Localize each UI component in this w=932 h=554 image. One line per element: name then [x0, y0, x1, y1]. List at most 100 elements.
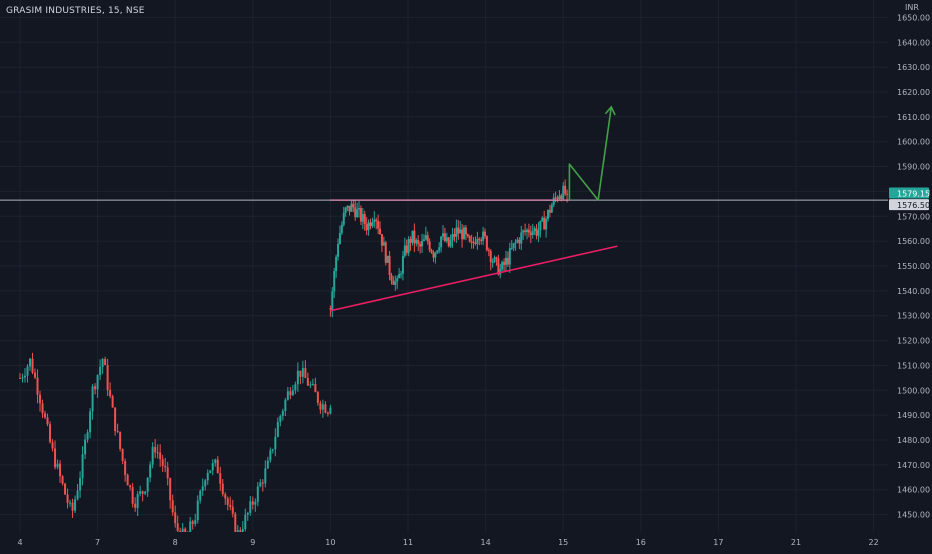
candle-body [189, 521, 192, 534]
candle-body [417, 239, 420, 244]
candle-body [94, 386, 97, 390]
candle [426, 231, 429, 245]
candle-body [221, 483, 224, 495]
candle-body [375, 219, 378, 221]
candle-body [169, 478, 172, 501]
price-tick-label: 1490.00 [897, 411, 930, 420]
candle-body [44, 413, 47, 418]
candle-body [296, 370, 299, 385]
candle-body [146, 477, 149, 492]
candle [226, 496, 229, 511]
candle [329, 305, 332, 317]
candle-body [314, 383, 317, 393]
candle-body [316, 392, 319, 403]
candle [445, 232, 448, 244]
candle-body [377, 220, 380, 229]
price-tick-label: 1500.00 [897, 386, 930, 395]
candle-body [384, 242, 387, 263]
candle [361, 208, 364, 230]
candle [514, 239, 517, 251]
candle-body [239, 530, 242, 533]
candle-body [234, 513, 237, 535]
candle [489, 249, 492, 271]
candle-body [342, 212, 345, 225]
candle [281, 408, 284, 421]
candle-body [119, 431, 122, 449]
candle-body [472, 241, 475, 243]
time-tick-label: 22 [869, 538, 879, 547]
candle-body [274, 436, 277, 450]
candle [379, 221, 382, 235]
candle [539, 220, 542, 238]
candle-body [109, 389, 112, 397]
candle [99, 359, 102, 381]
candle [400, 270, 403, 279]
candle [56, 459, 59, 470]
candle [31, 352, 34, 375]
candle [69, 499, 72, 507]
candle [61, 475, 64, 486]
candle [111, 394, 114, 408]
candle-body [281, 410, 284, 416]
candle [169, 477, 172, 509]
candle-body [26, 366, 29, 376]
candle-body [468, 236, 471, 242]
candle-body [69, 502, 72, 504]
candle-body [151, 446, 154, 465]
candle [524, 223, 527, 236]
candle [537, 222, 540, 243]
candle-body [204, 480, 207, 487]
candle-body [489, 251, 492, 263]
candle-body [520, 232, 523, 244]
candle [121, 448, 124, 465]
price-tick-label: 1520.00 [897, 337, 930, 346]
candle [533, 226, 536, 235]
candle [356, 202, 359, 218]
candle [306, 372, 309, 387]
candle [485, 235, 488, 252]
candle [403, 237, 406, 258]
price-tick-label: 1470.00 [897, 461, 930, 470]
candle-body [144, 491, 147, 494]
time-tick-label: 15 [558, 538, 568, 547]
candle [384, 240, 387, 266]
candle-body [455, 227, 458, 237]
candle [390, 272, 393, 285]
candle [286, 386, 289, 401]
candle-body [101, 358, 104, 367]
candle-body [403, 245, 406, 256]
candle-body [394, 281, 397, 285]
candle [289, 387, 292, 400]
candle-body [196, 500, 199, 521]
candle-body [533, 228, 536, 232]
candle [19, 372, 21, 380]
candle-body [396, 278, 399, 282]
candle-body [129, 485, 132, 488]
candle [174, 505, 177, 528]
candle [453, 228, 456, 242]
candle [466, 233, 469, 238]
price-tick-label: 1630.00 [897, 63, 930, 72]
candle-body [329, 407, 332, 414]
line-price-label: 1576.50 [897, 201, 930, 210]
candle [394, 275, 397, 291]
candle-body [354, 207, 357, 218]
candle [251, 496, 254, 510]
candle-body [443, 233, 446, 241]
candle [209, 470, 212, 474]
candle-body [514, 242, 517, 244]
candle [358, 201, 361, 218]
projection-arrowhead [604, 105, 616, 116]
candle-body [501, 261, 504, 270]
candle-body [337, 243, 340, 257]
candle-body [505, 257, 508, 265]
candle [231, 499, 234, 518]
candle [401, 250, 404, 281]
candle-body [543, 217, 546, 230]
candle [436, 249, 439, 254]
candle [482, 226, 485, 246]
candle-body [464, 227, 467, 235]
candle [66, 488, 69, 509]
